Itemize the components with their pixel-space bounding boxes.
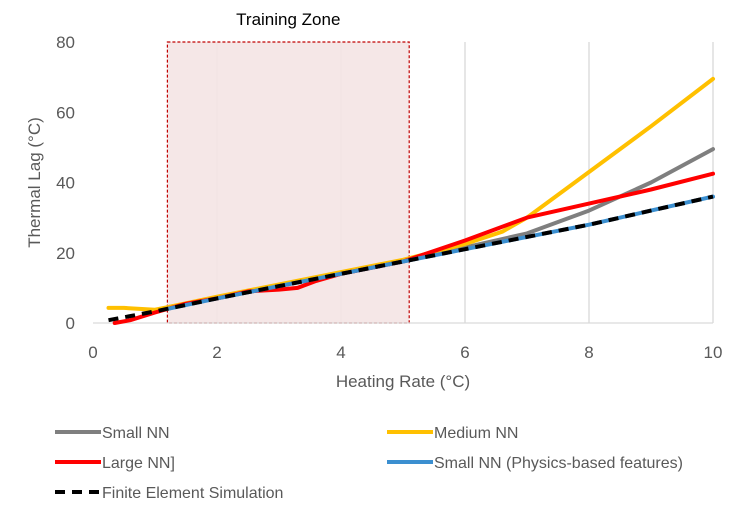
x-tick-label-4: 4: [336, 343, 345, 362]
legend: Small NN Medium NN Large NN] Small NN (Phys…: [55, 425, 683, 502]
x-tick-label-0: 0: [88, 343, 97, 362]
y-tick-label-80: 80: [56, 33, 75, 52]
x-tick-label-8: 8: [584, 343, 593, 362]
training-zone-group: Training Zone: [166, 10, 410, 324]
y-tick-label-20: 20: [56, 244, 75, 263]
y-tick-label-60: 60: [56, 103, 75, 122]
training-zone-label: Training Zone: [236, 10, 340, 29]
legend-label-small-nn: Small NN: [102, 425, 170, 442]
y-axis-title: Thermal Lag (°C): [25, 117, 44, 248]
x-tick-label-2: 2: [212, 343, 221, 362]
series-line-finite-element-simulation: [108, 194, 714, 323]
x-tick-label-10: 10: [704, 343, 723, 362]
legend-label-finite-element-simulation: Finite Element Simulation: [102, 485, 283, 502]
y-tick-label-40: 40: [56, 174, 75, 193]
x-axis-title: Heating Rate (°C): [336, 372, 470, 391]
y-tick-labels: 0 20 40 60 80: [56, 33, 75, 333]
legend-label-large-nn: Large NN]: [102, 455, 175, 472]
legend-label-medium-nn: Medium NN: [434, 425, 518, 442]
x-tick-label-6: 6: [460, 343, 469, 362]
x-tick-labels: 0 2 4 6 8 10: [88, 343, 722, 362]
training-zone-box: [166, 41, 410, 324]
series-lines: [106, 76, 715, 325]
y-tick-label-0: 0: [66, 314, 75, 333]
legend-label-small-nn-physics-based-features: Small NN (Physics-based features): [434, 455, 683, 472]
